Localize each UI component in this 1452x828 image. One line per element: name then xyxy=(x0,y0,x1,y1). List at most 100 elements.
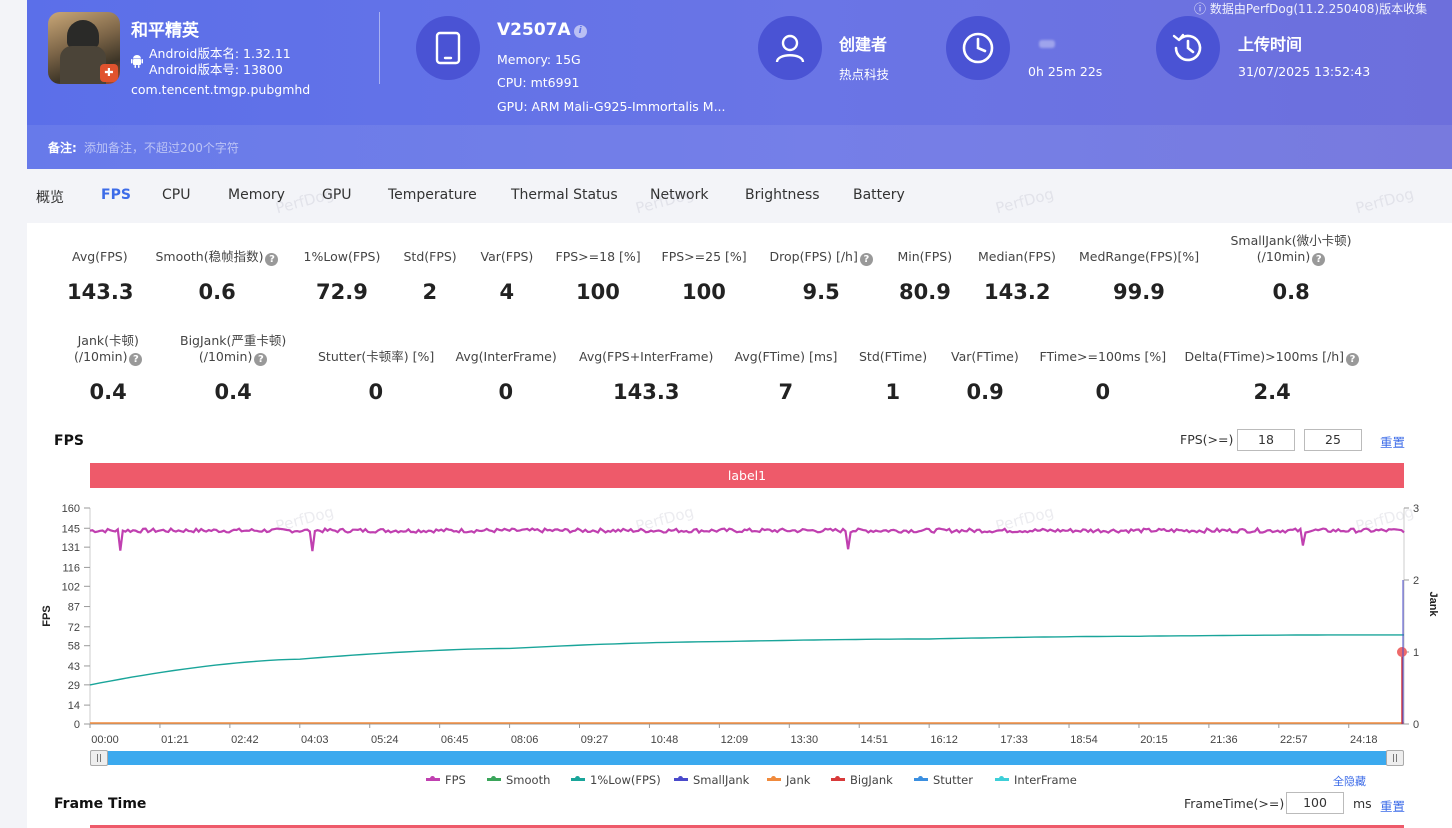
legend-item[interactable]: Jank xyxy=(767,773,810,787)
app-icon-badge: ✚ xyxy=(100,64,118,82)
help-icon[interactable]: ? xyxy=(129,353,143,366)
x-tick-label: 05:24 xyxy=(371,734,399,746)
x-tick-label: 13:30 xyxy=(791,734,819,746)
clock-icon xyxy=(946,16,1010,80)
tab-bar xyxy=(0,169,1452,223)
device-memory: Memory: 15G xyxy=(497,52,581,67)
stat-label: SmallJank(微小卡顿) (/10min)? xyxy=(1231,233,1351,266)
stat-value: 0 xyxy=(1095,380,1111,404)
tab-thermal-status[interactable]: Thermal Status xyxy=(511,187,618,203)
y-tick-label: 102 xyxy=(62,581,80,593)
help-icon[interactable]: ? xyxy=(265,253,279,266)
tab-fps[interactable]: FPS xyxy=(101,187,131,203)
frametime-unit: ms xyxy=(1353,796,1372,811)
stat-label-unit: (/10min) xyxy=(198,349,253,364)
legend-label: FPS xyxy=(445,773,466,787)
stat-label: Std(FPS) xyxy=(404,249,457,265)
stat-label: FPS>=18 [%] xyxy=(556,249,641,265)
stat-value: 80.9 xyxy=(899,280,951,304)
stat-value: 2.4 xyxy=(1253,380,1291,404)
slider-handle-right[interactable] xyxy=(1386,750,1404,766)
source-note: ⓘ 数据由PerfDog(11.2.250408)版本收集 xyxy=(1194,0,1427,17)
legend-marker-icon xyxy=(487,776,501,781)
fps-reset-link[interactable]: 重置 xyxy=(1380,435,1406,450)
creator-org: 热点科技 xyxy=(839,67,890,82)
x-tick-label: 00:00 xyxy=(91,734,119,746)
hide-all-link[interactable]: 全隐藏 xyxy=(1333,775,1366,788)
x-tick-label: 08:06 xyxy=(511,734,539,746)
stat-value: 100 xyxy=(682,280,726,304)
tab-memory[interactable]: Memory xyxy=(228,187,285,203)
legend-label: SmallJank xyxy=(693,773,750,787)
legend-item[interactable]: Smooth xyxy=(487,773,550,787)
stat-label-text: Smooth(稳帧指数) xyxy=(155,249,264,264)
y-tick-label: 14 xyxy=(68,700,80,712)
stat-label: Smooth(稳帧指数)? xyxy=(156,249,279,266)
legend-item[interactable]: BigJank xyxy=(831,773,893,787)
user-icon xyxy=(758,16,822,80)
stat-label-unit: (/10min) xyxy=(74,349,128,364)
y-tick-label: 58 xyxy=(68,641,80,653)
stat-label-text: BigJank(严重卡顿) xyxy=(180,333,287,348)
legend-item[interactable]: FPS xyxy=(426,773,466,787)
x-tick-label: 06:45 xyxy=(441,734,469,746)
note-input[interactable]: 添加备注，不超过200个字符 xyxy=(84,141,239,155)
stat-value: 0 xyxy=(368,380,384,404)
tab-brightness[interactable]: Brightness xyxy=(745,187,820,203)
legend-label: 1%Low(FPS) xyxy=(590,773,661,787)
tab-temperature[interactable]: Temperature xyxy=(388,187,477,203)
app-icon: ✚ xyxy=(48,12,120,84)
upload-title: 上传时间 xyxy=(1238,35,1303,54)
stat-label: Min(FPS) xyxy=(898,249,953,265)
stat-label: Delta(FTime)>100ms [/h]? xyxy=(1185,349,1360,366)
stat-label-text: Stutter(卡顿率) [%] xyxy=(318,349,435,364)
time-range-slider[interactable] xyxy=(90,751,1404,765)
header-divider xyxy=(379,12,380,84)
tab-overview[interactable]: 概览 xyxy=(36,190,64,206)
slider-handle-left[interactable] xyxy=(90,750,108,766)
stat-label-text: Median(FPS) xyxy=(978,249,1056,264)
legend-item[interactable]: Stutter xyxy=(914,773,973,787)
legend-marker-icon xyxy=(995,776,1009,781)
help-icon[interactable]: ? xyxy=(859,253,873,266)
tab-cpu[interactable]: CPU xyxy=(162,187,191,203)
stat-label-text: FPS>=18 [%] xyxy=(555,249,641,264)
app-package: com.tencent.tmgp.pubgmhd xyxy=(131,82,311,97)
legend-label: Jank xyxy=(786,773,811,787)
stat-label: Median(FPS) xyxy=(978,249,1056,265)
legend-marker-icon xyxy=(674,776,688,781)
stat-label-unit: (/10min) xyxy=(1256,249,1311,264)
frametime-label-bar xyxy=(90,825,1404,828)
stat-label-text: Drop(FPS) [/h] xyxy=(769,249,858,264)
frametime-reset-link[interactable]: 重置 xyxy=(1380,799,1406,814)
tab-network[interactable]: Network xyxy=(650,187,709,203)
legend-label: Stutter xyxy=(933,773,973,787)
info-icon[interactable]: i xyxy=(573,25,587,38)
legend-item[interactable]: 1%Low(FPS) xyxy=(571,773,661,787)
help-icon[interactable]: ? xyxy=(1312,253,1326,266)
y2-tick-label: 2 xyxy=(1413,575,1419,587)
legend-marker-icon xyxy=(831,776,845,781)
x-tick-label: 18:54 xyxy=(1070,734,1098,746)
android-icon xyxy=(131,55,143,68)
label-bar[interactable]: label1 xyxy=(90,463,1404,488)
frametime-threshold-input[interactable]: 100 xyxy=(1286,792,1344,814)
fps-threshold-label: FPS(>=) xyxy=(1180,432,1234,447)
help-icon[interactable]: ? xyxy=(1346,353,1360,366)
tab-battery[interactable]: Battery xyxy=(853,187,905,203)
help-icon[interactable]: ? xyxy=(254,353,268,366)
y-tick-label: 43 xyxy=(68,661,80,673)
stat-value: 143.3 xyxy=(67,280,134,304)
upload-time: 31/07/2025 13:52:43 xyxy=(1238,64,1371,79)
x-tick-label: 21:36 xyxy=(1210,734,1238,746)
tab-gpu[interactable]: GPU xyxy=(322,187,352,203)
fps-threshold-input-2[interactable]: 25 xyxy=(1304,429,1362,451)
fps-threshold-input-1[interactable]: 18 xyxy=(1237,429,1295,451)
frametime-section-title: Frame Time xyxy=(54,796,147,812)
creator-title: 创建者 xyxy=(839,35,888,54)
legend-item[interactable]: SmallJank xyxy=(674,773,749,787)
stat-value: 100 xyxy=(576,280,620,304)
legend-item[interactable]: InterFrame xyxy=(995,773,1077,787)
stat-value: 143.3 xyxy=(613,380,680,404)
